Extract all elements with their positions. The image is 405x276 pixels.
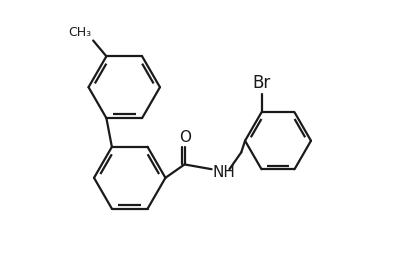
Text: Br: Br	[252, 74, 271, 92]
Text: CH₃: CH₃	[69, 26, 92, 39]
Text: NH: NH	[213, 165, 236, 180]
Text: O: O	[179, 130, 191, 145]
